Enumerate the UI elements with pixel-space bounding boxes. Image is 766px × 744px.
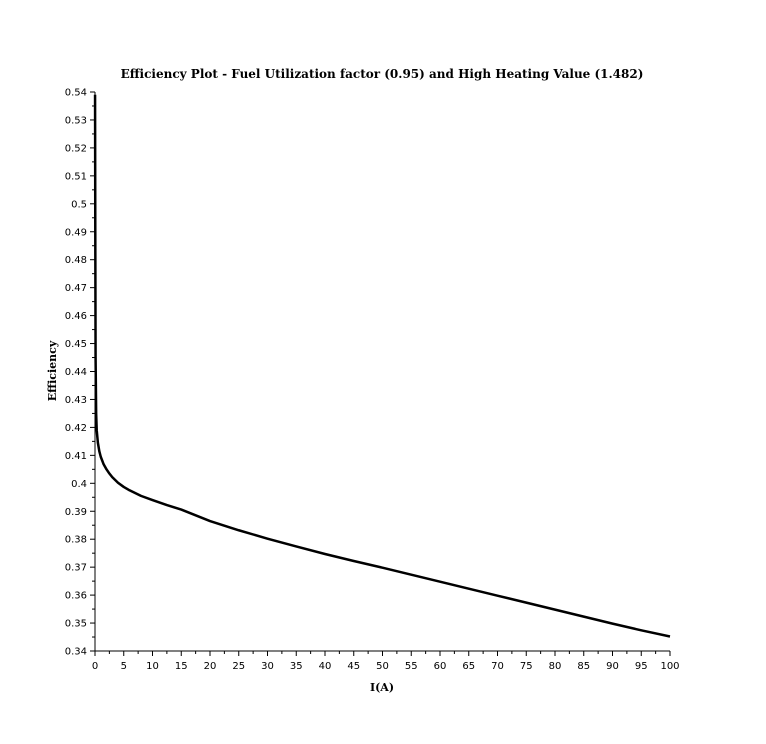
x-tick-label: 15 [175, 661, 188, 672]
y-tick-label: 0.52 [65, 143, 87, 154]
y-tick-label: 0.48 [65, 255, 87, 266]
y-tick-label: 0.47 [65, 283, 87, 294]
x-tick-label: 30 [261, 661, 274, 672]
plot-area: 0 5 10 15 20 25 30 35 40 45 50 55 60 65 70 75 80 85 90 95 10… [65, 88, 680, 673]
y-tick-label: 0.54 [65, 88, 87, 99]
y-tick-label: 0.46 [65, 311, 87, 322]
y-tick-label: 0.36 [65, 591, 87, 602]
y-tick-label: 0.4 [71, 479, 87, 490]
y-tick-label: 0.5 [71, 199, 87, 210]
x-tick-label: 65 [462, 661, 475, 672]
x-tick-label: 25 [232, 661, 245, 672]
y-tick-label: 0.45 [65, 339, 87, 350]
y-tick-label: 0.44 [65, 367, 87, 378]
x-tick-label: 80 [549, 661, 562, 672]
y-tick-label: 0.53 [65, 115, 87, 126]
x-axis-ticks: 0 5 10 15 20 25 30 35 40 45 50 55 60 65 70 75 80 85 90 95 10… [92, 651, 680, 672]
y-tick-label: 0.51 [65, 171, 87, 182]
x-tick-label: 55 [405, 661, 418, 672]
y-tick-label: 0.39 [65, 507, 87, 518]
y-axis-ticks: 0.34 0.35 0.36 0.37 0.38 0.39 0.4 0.41 0.42 0.43 0… [65, 88, 95, 658]
x-tick-label: 0 [92, 661, 98, 672]
x-tick-label: 20 [204, 661, 217, 672]
y-tick-label: 0.35 [65, 619, 87, 630]
y-tick-label: 0.49 [65, 227, 87, 238]
y-axis-label: Efficiency [46, 340, 59, 401]
y-tick-label: 0.38 [65, 535, 87, 546]
y-tick-label: 0.43 [65, 395, 87, 406]
x-tick-label: 85 [577, 661, 590, 672]
x-tick-label: 70 [491, 661, 504, 672]
x-tick-label: 90 [606, 661, 619, 672]
x-tick-label: 100 [660, 661, 679, 672]
x-tick-label: 45 [347, 661, 360, 672]
x-tick-label: 75 [520, 661, 533, 672]
y-tick-label: 0.34 [65, 647, 87, 658]
y-tick-label: 0.41 [65, 451, 87, 462]
x-tick-label: 35 [290, 661, 303, 672]
x-tick-label: 40 [319, 661, 332, 672]
x-tick-label: 10 [146, 661, 159, 672]
y-tick-label: 0.37 [65, 563, 87, 574]
chart-title: Efficiency Plot - Fuel Utilization facto… [121, 67, 644, 81]
x-tick-label: 60 [434, 661, 447, 672]
efficiency-curve-line [93, 94, 671, 638]
x-tick-label: 50 [376, 661, 389, 672]
x-tick-label: 5 [121, 661, 127, 672]
x-tick-label: 95 [635, 661, 648, 672]
series-group [93, 94, 671, 638]
x-axis-label: I(A) [370, 681, 394, 694]
y-tick-label: 0.42 [65, 423, 87, 434]
